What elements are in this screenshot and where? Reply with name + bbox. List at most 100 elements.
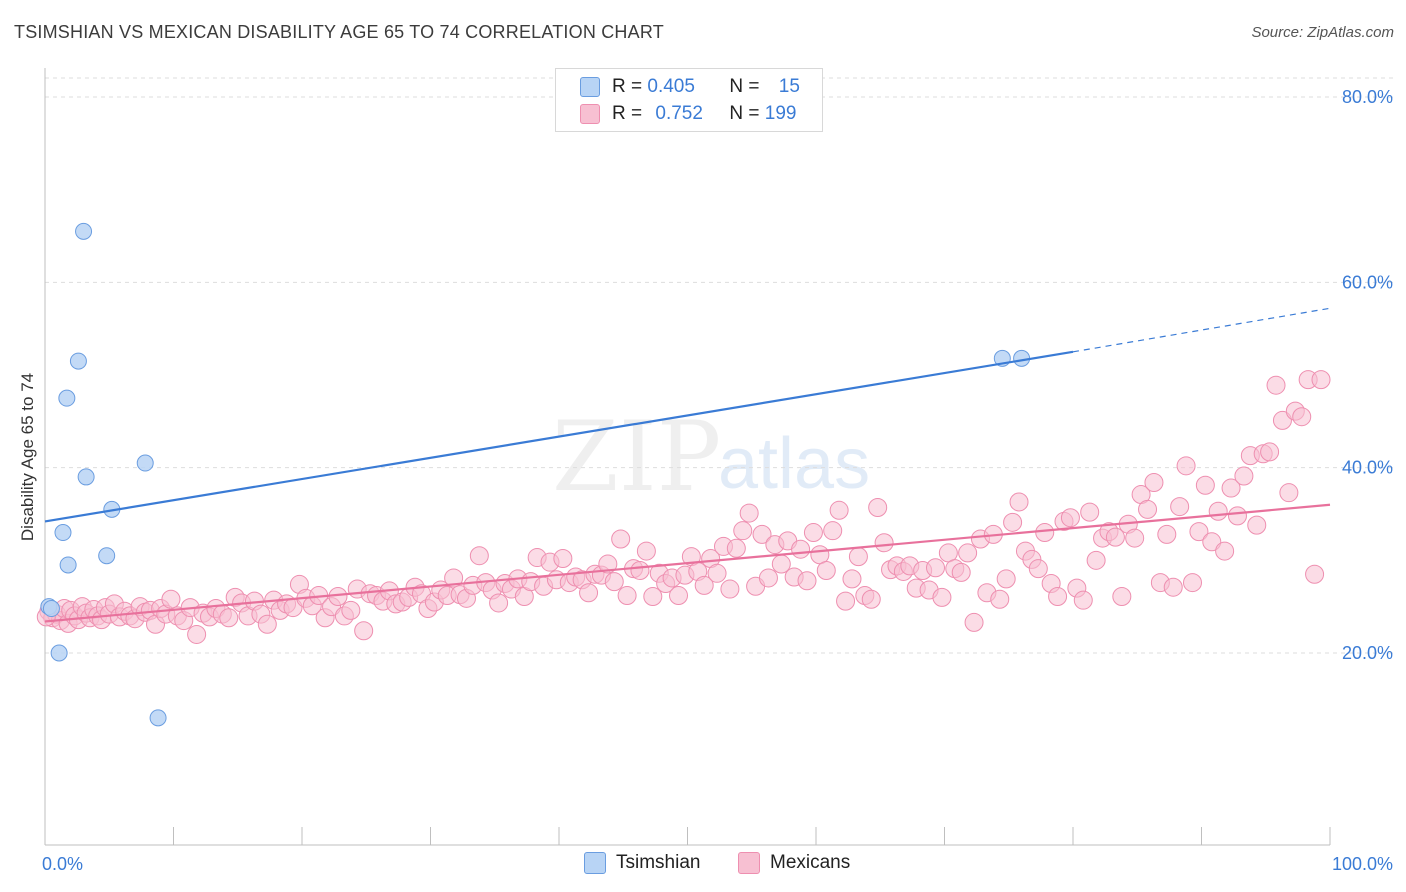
tsimshian-r-value: 0.405 [647,76,695,97]
mexicans-point [694,575,714,595]
mexicans-point [874,533,894,553]
mexicans-legend-label: Mexicans [770,852,851,873]
legend-item-mexicans[interactable]: Mexicans [738,852,850,874]
mexicans-point [1112,586,1132,606]
mexicans-point [630,561,650,581]
mexicans-point [598,554,618,574]
mexicans-point [720,579,740,599]
tsimshian-n-value: 15 [778,76,800,97]
mexicans-point [726,538,746,558]
mexicans-point [469,546,489,566]
mexicans-point [1247,515,1267,535]
mexicans-point [791,539,811,559]
mexicans-point [803,523,823,543]
mexicans-point [604,572,624,592]
mexicans-point [553,548,573,568]
mexicans-point [354,621,374,641]
tsimshian-legend-swatch [584,852,606,874]
mexicans-point [1272,410,1292,430]
r-label: R = [612,103,643,124]
legend-row-tsimshian: R = 0.405 N = 15 [580,75,800,99]
mexicans-point [868,498,888,518]
mexicans-point [1105,527,1125,547]
mexicans-point [1279,483,1299,503]
mexicans-point [842,569,862,589]
tsimshian-point [98,547,116,565]
mexicans-point [1003,512,1023,532]
tsimshian-point [59,556,77,574]
y-tick-label: 60.0% [1342,272,1393,292]
mexicans-point [161,589,181,609]
mexicans-point [707,563,727,583]
mexicans-point [1170,497,1190,517]
mexicans-point [669,586,689,606]
mexicans-point [219,608,239,628]
mexicans-legend-swatch [738,852,760,874]
source-credit: Source: ZipAtlas.com [1251,24,1394,41]
tsimshian-points [40,222,1031,727]
watermark: ZIP atlas [552,401,870,513]
mexicans-point [257,614,277,634]
n-label: N = [729,103,760,124]
mexicans-point [816,561,836,581]
mexicans-n-value: 199 [764,103,797,124]
mexicans-point [739,503,759,523]
mexicans-point [1144,472,1164,492]
tsimshian-point [42,600,60,618]
mexicans-point [861,589,881,609]
y-axis-title: Disability Age 65 to 74 [18,373,37,541]
y-tick-label: 40.0% [1342,458,1393,478]
mexicans-point [1292,407,1312,427]
mexicans-point [636,541,656,561]
mexicans-point [951,562,971,582]
tsimshian-point [69,352,87,370]
mexicans-point [752,524,772,544]
x-tick-label: 100.0% [1332,854,1393,874]
mexicans-point [823,521,843,541]
mexicans-point [1009,492,1029,512]
mexicans-point [1195,475,1215,495]
mexicans-point [489,593,509,613]
tsimshian-trend-extension [1072,307,1331,353]
mexicans-point [1215,541,1235,561]
mexicans-point [1163,577,1183,597]
mexicans-point [643,586,663,606]
mexicans-point [990,589,1010,609]
tsimshian-legend-label: Tsimshian [616,852,701,873]
mexicans-trend-line [44,503,1331,623]
mexicans-point [1028,559,1048,579]
mexicans-point [617,586,637,606]
y-tick-label: 80.0% [1342,87,1393,107]
mexicans-point [1260,442,1280,462]
mexicans-point [1080,502,1100,522]
mexicans-point [1208,501,1228,521]
mexicans-point [996,569,1016,589]
axes [44,68,1331,846]
tsimshian-swatch [580,77,600,97]
mexicans-point [829,500,849,520]
mexicans-r-value: 0.752 [655,103,703,124]
legend-item-tsimshian[interactable]: Tsimshian [584,852,700,874]
mexicans-swatch [580,104,600,124]
mexicans-point [1073,590,1093,610]
mexicans-point [1125,528,1145,548]
watermark-atlas: atlas [718,424,870,504]
mexicans-point [1311,370,1331,390]
mexicans-point [1202,532,1222,552]
tsimshian-point [136,454,154,472]
mexicans-point [1138,499,1158,519]
correlation-legend: R = 0.405 N = 15 R = 0.752 N = 199 [555,68,823,132]
r-label: R = [612,76,643,97]
mexicans-point [1305,564,1325,584]
mexicans-point [187,624,207,644]
mexicans-point [1183,573,1203,593]
mexicans-point [964,612,984,632]
mexicans-point [579,583,599,603]
mexicans-point [1227,506,1247,526]
watermark-zip: ZIP [552,401,721,513]
mexicans-point [444,568,464,588]
mexicans-point [611,529,631,549]
legend-row-mexicans: R = 0.752 N = 199 [580,102,796,126]
mexicans-point [341,600,361,620]
